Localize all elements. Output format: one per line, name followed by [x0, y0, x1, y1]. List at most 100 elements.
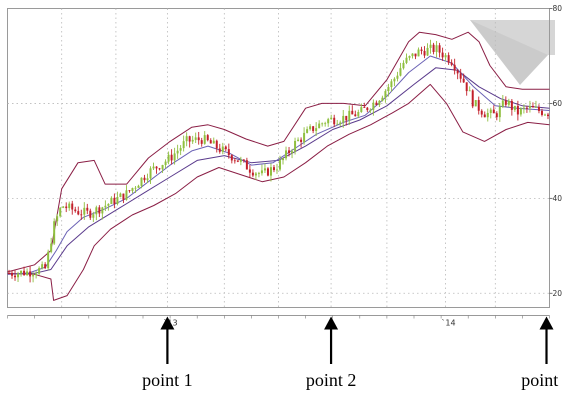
candle-body — [8, 273, 10, 274]
candle-body — [490, 110, 492, 113]
candle-body — [53, 221, 55, 243]
candle-body — [95, 207, 97, 214]
candle-body — [445, 55, 447, 57]
candle-body — [418, 50, 420, 57]
candle-body — [285, 150, 287, 158]
candle-body — [366, 108, 368, 110]
candle-body — [201, 140, 203, 144]
candle-body — [511, 101, 513, 110]
y-tick-label: 80 — [553, 4, 562, 13]
candle-body — [535, 107, 537, 108]
candle-body — [351, 111, 353, 115]
candle-body — [213, 141, 215, 144]
candle-body — [77, 211, 79, 214]
candle-body — [330, 118, 332, 119]
candle-body — [372, 103, 374, 110]
watermark-arrow-icon — [470, 20, 555, 85]
candle-body — [294, 141, 296, 151]
candle-body — [508, 101, 510, 105]
candle-body — [357, 112, 359, 116]
candle-body — [427, 48, 429, 56]
candle-body — [89, 211, 91, 218]
candle-body — [463, 79, 465, 83]
candle-body — [363, 107, 365, 108]
moving-averages — [8, 56, 550, 274]
candle-body — [469, 90, 471, 91]
candle-body — [165, 162, 167, 165]
candle-body — [98, 207, 100, 213]
candle-body — [481, 111, 483, 115]
x-axis: `13`14 — [8, 316, 550, 328]
candle-body — [258, 173, 260, 174]
candle-body — [421, 50, 423, 51]
candle-body — [496, 113, 498, 117]
candle-body — [104, 206, 106, 208]
candle-body — [74, 210, 76, 212]
candle-body — [475, 100, 477, 106]
candle-body — [134, 188, 136, 189]
candle-body — [35, 274, 37, 275]
candle-body — [279, 160, 281, 169]
candle-body — [243, 160, 245, 161]
candle-body — [50, 244, 52, 252]
candle-body — [544, 115, 546, 116]
candle-body — [424, 51, 426, 56]
candle-body — [125, 190, 127, 199]
candle-body — [502, 101, 504, 107]
candle-body — [318, 124, 320, 129]
candle-body — [255, 173, 257, 175]
candle-body — [276, 170, 278, 171]
candle-body — [466, 82, 468, 91]
candle-body — [547, 115, 549, 116]
candle-body — [252, 173, 254, 176]
candle-body — [113, 198, 115, 204]
candle-body — [493, 110, 495, 114]
candle-body — [384, 91, 386, 98]
candle-body — [523, 108, 525, 109]
candle-body — [38, 268, 40, 274]
annotation-label: point 3 — [521, 370, 562, 390]
candle-body — [342, 116, 344, 123]
candle-body — [541, 111, 543, 115]
candle-body — [415, 54, 417, 57]
candle-body — [192, 140, 194, 142]
candle-body — [144, 178, 146, 180]
candle-body — [17, 274, 19, 278]
candle-body — [107, 204, 109, 206]
candle-body — [309, 126, 311, 129]
candle-body — [29, 271, 31, 276]
candle-body — [517, 106, 519, 115]
candle-body — [162, 165, 164, 169]
candle-body — [219, 148, 221, 151]
candle-body — [159, 168, 161, 169]
candle-body — [47, 252, 49, 268]
candle-body — [177, 151, 179, 154]
candle-body — [150, 168, 152, 178]
candle-body — [408, 56, 410, 58]
grid — [8, 9, 550, 308]
candle-body — [457, 71, 459, 74]
candle-body — [339, 122, 341, 123]
candle-body — [267, 168, 269, 175]
candle-body — [291, 151, 293, 153]
candle-body — [234, 160, 236, 161]
candle-body — [321, 123, 323, 124]
candle-body — [345, 116, 347, 120]
candle-body — [41, 264, 43, 268]
candle-body — [333, 118, 335, 124]
candle-body — [119, 194, 121, 197]
candle-body — [198, 137, 200, 140]
y-tick-label: 20 — [553, 289, 562, 298]
candle-body — [180, 148, 182, 151]
candle-body — [168, 155, 170, 162]
candle-body — [59, 208, 61, 216]
candle-body — [153, 167, 155, 169]
candle-body — [11, 273, 13, 275]
candle-body — [210, 140, 212, 143]
candle-body — [186, 136, 188, 141]
candle-body — [122, 194, 124, 200]
candle-body — [222, 147, 224, 152]
candle-body — [240, 160, 242, 162]
